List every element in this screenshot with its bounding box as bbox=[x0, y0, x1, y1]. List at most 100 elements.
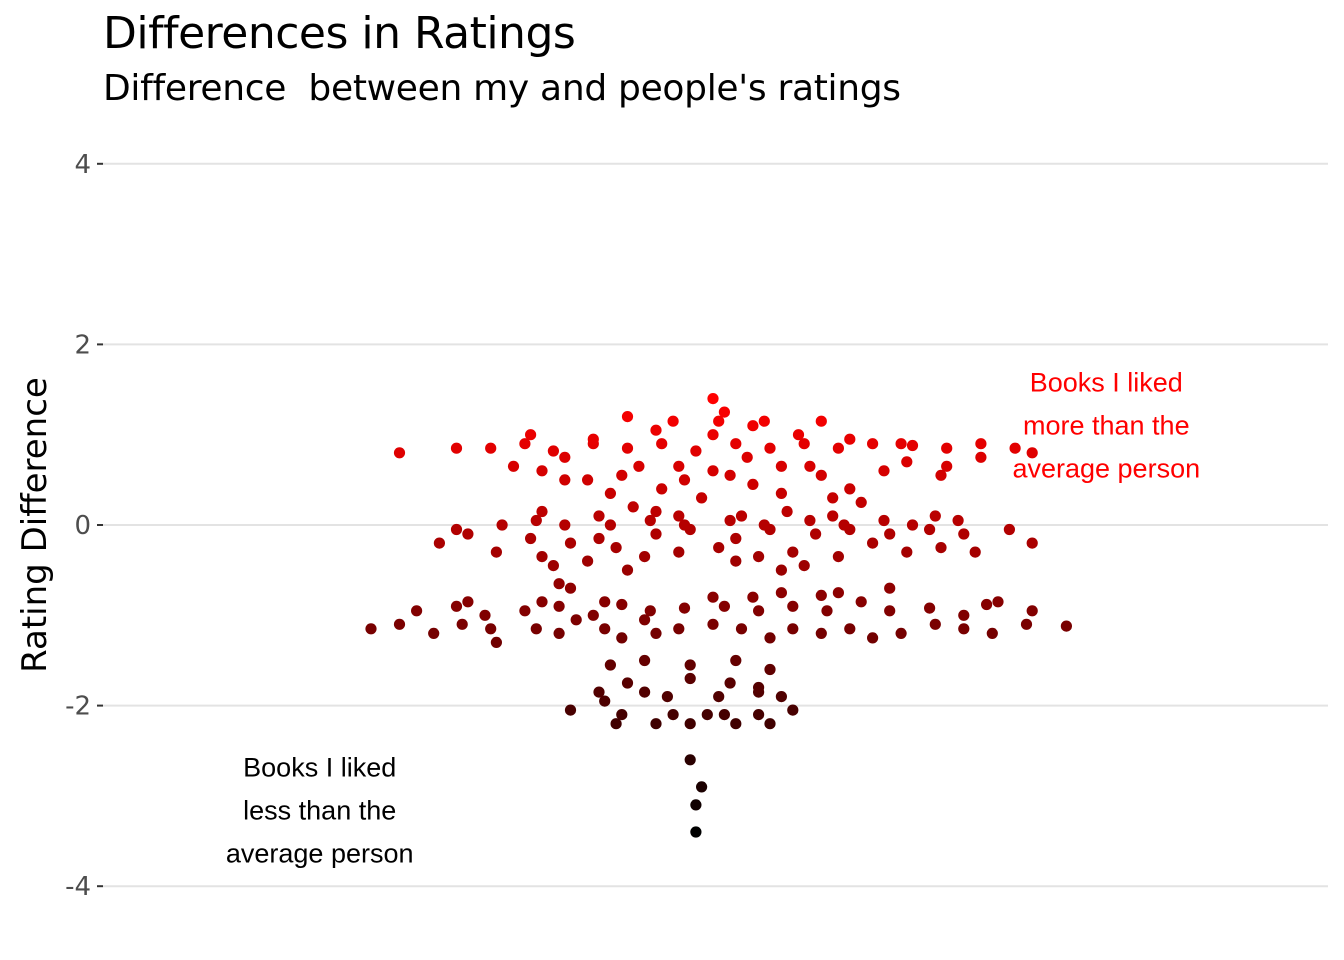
data-point bbox=[775, 460, 788, 472]
data-point bbox=[735, 623, 748, 635]
data-point bbox=[411, 605, 423, 617]
data-point bbox=[639, 654, 651, 667]
data-point bbox=[718, 600, 731, 612]
y-tick-label: 2 bbox=[74, 330, 91, 360]
data-point bbox=[684, 754, 696, 766]
data-point bbox=[810, 528, 822, 540]
data-point bbox=[753, 681, 765, 694]
data-point bbox=[536, 505, 548, 518]
data-point bbox=[718, 709, 731, 721]
y-tick-label: 4 bbox=[74, 150, 91, 180]
data-point bbox=[924, 602, 936, 614]
annotation-line: average person bbox=[1012, 454, 1200, 484]
data-point bbox=[775, 691, 788, 703]
data-point bbox=[462, 596, 474, 608]
data-point bbox=[1026, 537, 1038, 549]
data-point bbox=[621, 677, 634, 689]
annotations: Books I liked more than the average person… bbox=[226, 368, 1200, 869]
data-point bbox=[753, 605, 765, 617]
data-point bbox=[730, 718, 742, 730]
data-point bbox=[906, 439, 919, 452]
data-point bbox=[536, 465, 548, 477]
data-point bbox=[462, 528, 474, 540]
data-point bbox=[792, 429, 805, 441]
data-point bbox=[678, 519, 691, 531]
data-point bbox=[593, 686, 605, 698]
data-point bbox=[713, 415, 725, 427]
data-point bbox=[393, 447, 406, 459]
data-point bbox=[690, 799, 702, 811]
data-point bbox=[696, 781, 708, 793]
data-point bbox=[747, 478, 759, 490]
data-point bbox=[604, 487, 617, 499]
data-point bbox=[559, 451, 571, 463]
data-point bbox=[707, 618, 719, 630]
data-point bbox=[975, 451, 987, 463]
annotation-line: more than the bbox=[1023, 411, 1190, 441]
data-point bbox=[650, 718, 662, 730]
data-point bbox=[804, 514, 816, 527]
data-point bbox=[758, 519, 770, 531]
data-point bbox=[564, 537, 577, 549]
data-point bbox=[838, 519, 850, 531]
data-point bbox=[656, 483, 668, 495]
annotation-text: Books I liked less than the average person bbox=[226, 752, 414, 868]
data-point bbox=[878, 514, 890, 527]
y-axis-label: Rating Difference bbox=[15, 377, 55, 673]
data-point bbox=[667, 709, 679, 721]
data-point bbox=[365, 623, 377, 635]
annotation-line: average person bbox=[226, 838, 414, 868]
data-point bbox=[884, 582, 896, 594]
data-point bbox=[906, 519, 919, 531]
data-point bbox=[450, 600, 463, 612]
data-point bbox=[804, 460, 816, 472]
data-point bbox=[958, 609, 970, 621]
data-point bbox=[798, 560, 810, 572]
data-point bbox=[986, 627, 998, 640]
data-point bbox=[718, 406, 731, 418]
data-point bbox=[633, 460, 645, 472]
data-point bbox=[525, 532, 537, 545]
data-point bbox=[519, 605, 531, 617]
data-point bbox=[639, 551, 651, 563]
data-point bbox=[895, 627, 907, 640]
data-point bbox=[724, 514, 736, 527]
data-point bbox=[587, 433, 599, 445]
data-point bbox=[616, 598, 628, 611]
data-point bbox=[798, 438, 810, 450]
data-point bbox=[787, 546, 799, 558]
data-point bbox=[1020, 618, 1033, 630]
data-point bbox=[787, 623, 799, 635]
data-point bbox=[730, 555, 742, 567]
data-point bbox=[650, 505, 662, 518]
data-point bbox=[832, 551, 845, 563]
data-point bbox=[753, 551, 765, 563]
data-point bbox=[553, 600, 565, 612]
data-point bbox=[1026, 605, 1038, 617]
data-point bbox=[981, 598, 993, 611]
data-point bbox=[690, 445, 702, 457]
data-point bbox=[713, 691, 725, 703]
data-point bbox=[1026, 447, 1038, 459]
data-point bbox=[747, 420, 759, 432]
data-point bbox=[815, 415, 827, 427]
data-point bbox=[701, 709, 713, 721]
data-point bbox=[895, 438, 907, 450]
data-point bbox=[519, 438, 531, 450]
data-point bbox=[855, 496, 867, 508]
data-point bbox=[650, 528, 662, 540]
data-point bbox=[764, 442, 776, 454]
data-point bbox=[884, 528, 896, 540]
data-point bbox=[924, 523, 936, 536]
data-point bbox=[821, 605, 833, 617]
annotation-line: Books I liked bbox=[1030, 368, 1183, 398]
data-point bbox=[832, 442, 845, 454]
data-point bbox=[604, 519, 617, 531]
data-point bbox=[536, 551, 548, 563]
data-point bbox=[553, 578, 565, 590]
data-point bbox=[764, 718, 776, 730]
annotation-line: less than the bbox=[243, 795, 396, 825]
y-tick-label: -2 bbox=[65, 692, 91, 722]
data-point bbox=[644, 605, 656, 617]
data-point bbox=[536, 596, 548, 608]
